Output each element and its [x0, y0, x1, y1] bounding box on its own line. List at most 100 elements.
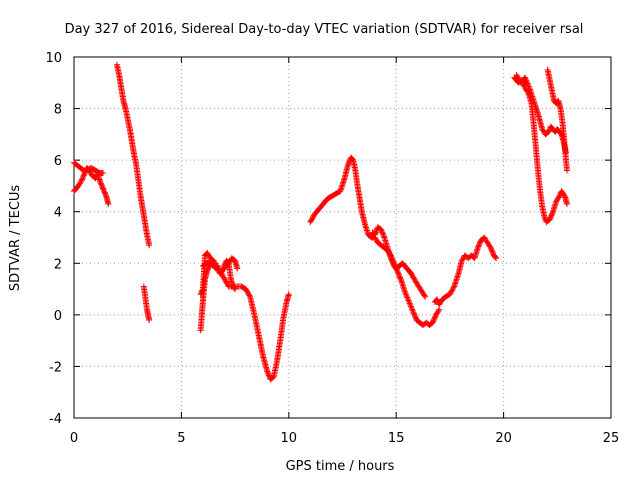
data-point — [514, 73, 521, 80]
data-point — [430, 318, 437, 325]
data-point — [429, 319, 436, 326]
data-point — [285, 291, 292, 298]
data-point — [545, 128, 552, 135]
data-point — [264, 368, 271, 375]
data-point — [475, 243, 482, 250]
data-point — [102, 190, 109, 197]
data-point — [218, 270, 225, 277]
data-point — [411, 313, 418, 320]
data-point — [422, 293, 429, 300]
data-point — [476, 240, 483, 247]
data-point — [404, 294, 411, 301]
data-series-segment-14 — [544, 66, 570, 174]
data-point — [102, 191, 109, 198]
data-point — [146, 317, 153, 324]
data-point — [563, 200, 570, 207]
data-point — [378, 228, 385, 235]
data-layer — [71, 61, 570, 383]
data-series-segment-7 — [199, 257, 292, 383]
grid-layer — [74, 57, 611, 418]
data-point — [380, 231, 387, 238]
data-point — [435, 307, 442, 314]
data-point — [406, 300, 413, 307]
data-point — [401, 288, 408, 295]
data-point — [79, 175, 86, 182]
data-point — [98, 182, 105, 189]
data-point — [372, 229, 379, 236]
data-point — [561, 191, 568, 198]
data-point — [99, 170, 106, 177]
data-point — [486, 243, 493, 250]
data-point — [410, 309, 417, 316]
data-point — [345, 161, 352, 168]
data-point — [219, 273, 226, 280]
x-tick-label: 20 — [495, 431, 512, 446]
data-point — [514, 74, 521, 81]
data-point — [403, 293, 410, 300]
data-point — [513, 72, 520, 79]
data-point — [476, 239, 483, 246]
plot-frame — [73, 56, 612, 419]
data-point — [409, 307, 416, 314]
data-point — [489, 248, 496, 255]
data-point — [449, 286, 456, 293]
data-point — [222, 277, 229, 284]
chart-title: Day 327 of 2016, Sidereal Day-to-day VTE… — [65, 22, 584, 37]
data-point — [234, 265, 241, 272]
data-point — [395, 271, 402, 278]
data-point — [79, 176, 86, 183]
x-tick-label: 10 — [281, 431, 298, 446]
y-tick-label: 10 — [45, 51, 62, 66]
data-point — [197, 291, 204, 298]
data-point — [77, 179, 84, 186]
data-point — [379, 230, 386, 237]
data-point — [548, 211, 555, 218]
data-point — [449, 287, 456, 294]
x-tick-label: 5 — [177, 431, 185, 446]
data-point — [81, 171, 88, 178]
data-point — [541, 215, 548, 222]
data-point — [410, 274, 417, 281]
data-series-segment-4 — [140, 283, 153, 324]
data-point — [431, 314, 438, 321]
data-point — [492, 254, 499, 261]
data-point — [397, 275, 404, 282]
data-point — [388, 257, 395, 264]
data-point — [408, 270, 415, 277]
data-point — [99, 184, 106, 191]
y-tick-label: 2 — [54, 257, 62, 272]
data-point — [310, 213, 317, 220]
data-point — [523, 79, 530, 86]
x-tick-label: 25 — [603, 431, 620, 446]
x-tick-label: 0 — [70, 431, 78, 446]
data-point — [99, 185, 106, 192]
data-point — [78, 177, 85, 184]
data-point — [411, 311, 418, 318]
data-point — [430, 317, 437, 324]
data-point — [344, 162, 351, 169]
data-series-segment-1 — [71, 164, 112, 207]
data-point — [395, 270, 402, 277]
data-point — [522, 76, 529, 83]
data-point — [244, 289, 251, 296]
data-point — [265, 371, 272, 378]
data-point — [555, 194, 562, 201]
data-point — [223, 279, 230, 286]
data-point — [198, 288, 205, 295]
data-point — [198, 289, 205, 296]
data-point — [246, 292, 253, 299]
data-series-segment-2 — [71, 159, 106, 177]
data-point — [434, 296, 441, 303]
data-point — [265, 372, 272, 379]
data-point — [388, 256, 395, 263]
data-point — [431, 315, 438, 322]
data-point — [549, 210, 556, 217]
y-tick-label: -4 — [49, 412, 62, 427]
data-point — [474, 244, 481, 251]
data-point — [488, 247, 495, 254]
data-point — [525, 83, 532, 90]
data-point — [380, 233, 387, 240]
data-point — [309, 215, 316, 222]
data-point — [405, 297, 412, 304]
